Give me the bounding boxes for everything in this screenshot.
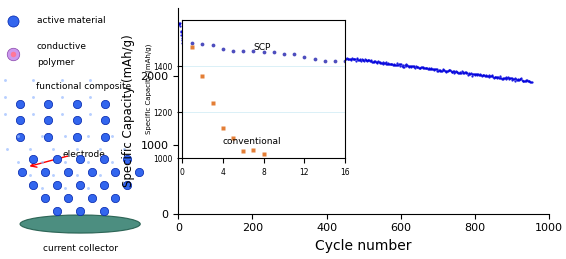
Text: active material: active material	[37, 16, 105, 25]
Text: electrode: electrode	[62, 150, 105, 159]
Y-axis label: Specific Capacity (mAh/g): Specific Capacity (mAh/g)	[122, 34, 135, 187]
Ellipse shape	[20, 215, 140, 233]
X-axis label: Cycle number: Cycle number	[315, 239, 412, 253]
Text: conductive: conductive	[37, 42, 87, 51]
Text: polymer: polymer	[37, 58, 74, 67]
Text: functional composite: functional composite	[36, 82, 131, 91]
Text: current collector: current collector	[42, 244, 118, 253]
